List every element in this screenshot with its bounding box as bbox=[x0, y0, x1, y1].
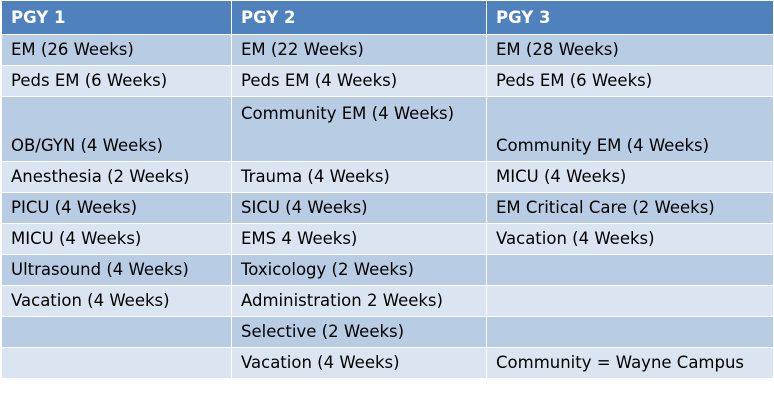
header-pgy2: PGY 2 bbox=[231, 0, 487, 35]
cell-pgy1 bbox=[1, 316, 232, 348]
table-row: MICU (4 Weeks) EMS 4 Weeks) Vacation (4 … bbox=[1, 223, 774, 255]
cell-pgy1: Vacation (4 Weeks) bbox=[1, 285, 232, 317]
table-row: Vacation (4 Weeks) Administration 2 Week… bbox=[1, 285, 774, 317]
cell-pgy2: EMS 4 Weeks) bbox=[231, 223, 487, 255]
cell-pgy1: Anesthesia (2 Weeks) bbox=[1, 161, 232, 193]
table-row: Vacation (4 Weeks) Community = Wayne Cam… bbox=[1, 347, 774, 379]
cell-pgy3: MICU (4 Weeks) bbox=[486, 161, 774, 193]
cell-pgy3 bbox=[486, 285, 774, 317]
cell-pgy1 bbox=[1, 347, 232, 379]
cell-pgy2: Administration 2 Weeks) bbox=[231, 285, 487, 317]
cell-pgy2: Toxicology (2 Weeks) bbox=[231, 254, 487, 286]
cell-pgy3: Community EM (4 Weeks) bbox=[486, 96, 774, 162]
header-pgy1: PGY 1 bbox=[1, 0, 232, 35]
cell-pgy3 bbox=[486, 254, 774, 286]
cell-pgy3: EM (28 Weeks) bbox=[486, 34, 774, 66]
cell-pgy2: Community EM (4 Weeks) bbox=[231, 96, 487, 162]
cell-pgy1: OB/GYN (4 Weeks) bbox=[1, 96, 232, 162]
cell-pgy1: PICU (4 Weeks) bbox=[1, 192, 232, 224]
cell-pgy3: EM Critical Care (2 Weeks) bbox=[486, 192, 774, 224]
table-row: Peds EM (6 Weeks) Peds EM (4 Weeks) Peds… bbox=[1, 65, 774, 97]
table-row: OB/GYN (4 Weeks) Community EM (4 Weeks) … bbox=[1, 96, 774, 162]
rotation-schedule-table: PGY 1 PGY 2 PGY 3 EM (26 Weeks) EM (22 W… bbox=[1, 0, 774, 379]
header-row: PGY 1 PGY 2 PGY 3 bbox=[1, 0, 774, 35]
cell-pgy1: MICU (4 Weeks) bbox=[1, 223, 232, 255]
table-row: Ultrasound (4 Weeks) Toxicology (2 Weeks… bbox=[1, 254, 774, 286]
header-pgy3: PGY 3 bbox=[486, 0, 774, 35]
cell-pgy3 bbox=[486, 316, 774, 348]
table-row: PICU (4 Weeks) SICU (4 Weeks) EM Critica… bbox=[1, 192, 774, 224]
cell-pgy3: Community = Wayne Campus bbox=[486, 347, 774, 379]
cell-pgy2: SICU (4 Weeks) bbox=[231, 192, 487, 224]
cell-pgy2: Vacation (4 Weeks) bbox=[231, 347, 487, 379]
cell-pgy2: Trauma (4 Weeks) bbox=[231, 161, 487, 193]
cell-pgy1: EM (26 Weeks) bbox=[1, 34, 232, 66]
cell-pgy1: Peds EM (6 Weeks) bbox=[1, 65, 232, 97]
cell-pgy1: Ultrasound (4 Weeks) bbox=[1, 254, 232, 286]
cell-pgy2: EM (22 Weeks) bbox=[231, 34, 487, 66]
table-row: Anesthesia (2 Weeks) Trauma (4 Weeks) MI… bbox=[1, 161, 774, 193]
cell-pgy3: Peds EM (6 Weeks) bbox=[486, 65, 774, 97]
cell-pgy2: Peds EM (4 Weeks) bbox=[231, 65, 487, 97]
cell-pgy2: Selective (2 Weeks) bbox=[231, 316, 487, 348]
table-row: Selective (2 Weeks) bbox=[1, 316, 774, 348]
table-row: EM (26 Weeks) EM (22 Weeks) EM (28 Weeks… bbox=[1, 34, 774, 66]
cell-pgy3: Vacation (4 Weeks) bbox=[486, 223, 774, 255]
